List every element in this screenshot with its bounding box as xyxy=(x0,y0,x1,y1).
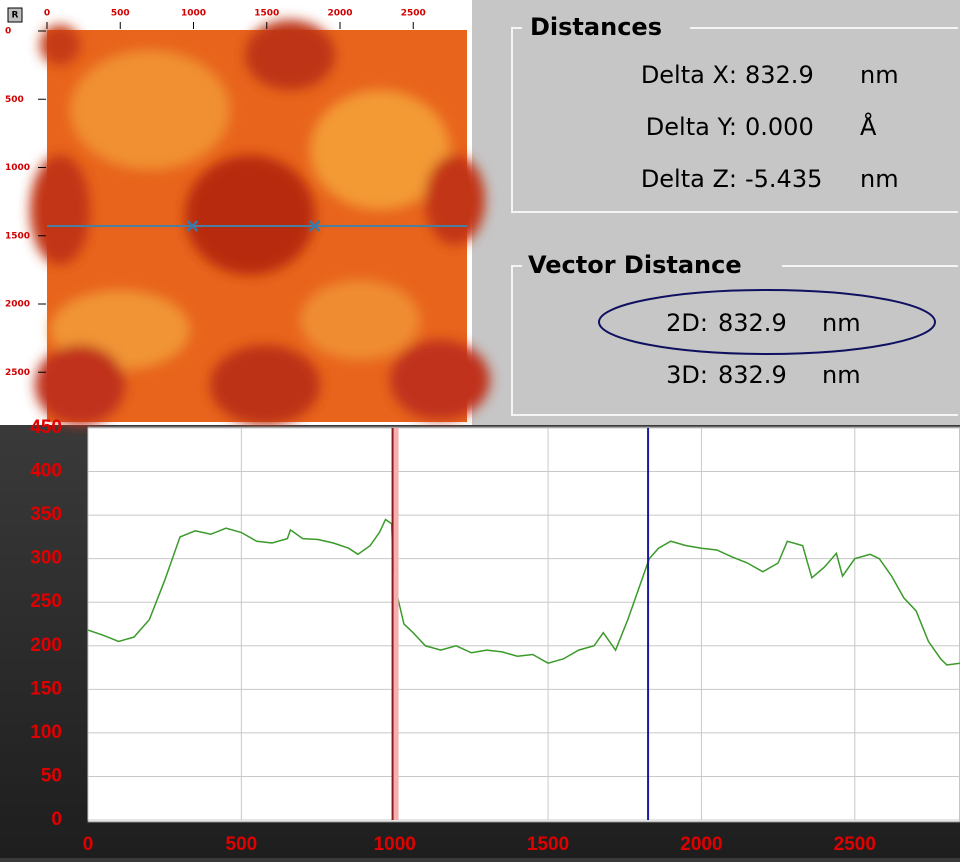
toolbar-button-label[interactable]: R xyxy=(12,11,19,21)
plot-area xyxy=(88,427,960,822)
row-value: 832.9 xyxy=(745,61,814,89)
image-y-tick-label: 2000 xyxy=(5,300,30,310)
row-unit: nm xyxy=(860,61,899,89)
y-tick-label: 300 xyxy=(30,548,62,569)
image-y-tick-label: 1500 xyxy=(5,231,30,241)
x-tick-label: 2500 xyxy=(834,834,876,855)
row-label: Delta Z: xyxy=(641,165,737,193)
afm-image xyxy=(30,20,490,425)
y-tick-label: 450 xyxy=(30,417,62,438)
image-x-tick-label: 2500 xyxy=(401,9,426,19)
image-y-tick-label: 2500 xyxy=(5,368,30,378)
image-y-tick-label: 500 xyxy=(5,95,24,105)
row-value: -5.435 xyxy=(745,165,822,193)
image-y-tick-label: 1000 xyxy=(5,163,30,173)
y-tick-label: 250 xyxy=(30,591,62,612)
image-x-tick-label: 2000 xyxy=(327,9,352,19)
image-x-tick-label: 1000 xyxy=(181,9,206,19)
image-x-tick-label: 500 xyxy=(111,9,130,19)
group-title: Distances xyxy=(530,13,662,41)
row-label: Delta X: xyxy=(641,61,737,89)
page: R Distances Vector Distance 050010001500… xyxy=(0,0,960,858)
x-tick-label: 500 xyxy=(226,834,258,855)
x-tick-label: 0 xyxy=(83,834,94,855)
screen: R Distances Vector Distance 050010001500… xyxy=(0,0,960,858)
image-y-tick-label: 0 xyxy=(5,27,11,37)
y-tick-label: 400 xyxy=(30,461,62,482)
x-tick-label: 2000 xyxy=(680,834,722,855)
y-tick-label: 0 xyxy=(51,809,62,830)
row-value: 832.9 xyxy=(718,361,787,389)
image-x-tick-label: 1500 xyxy=(254,9,279,19)
cursor-band xyxy=(394,428,399,820)
y-tick-label: 100 xyxy=(30,722,62,743)
image-x-tick-label: 0 xyxy=(44,9,50,19)
x-tick-label: 1000 xyxy=(374,834,416,855)
y-tick-label: 200 xyxy=(30,635,62,656)
row-value: 832.9 xyxy=(718,309,787,337)
row-value: 0.000 xyxy=(745,113,814,141)
row-label: Delta Y: xyxy=(646,113,737,141)
group-title: Vector Distance xyxy=(528,251,742,279)
row-label: 2D: xyxy=(666,309,708,337)
row-unit: nm xyxy=(822,361,861,389)
row-unit: nm xyxy=(860,165,899,193)
row-unit: Å xyxy=(860,112,877,141)
x-tick-label: 1500 xyxy=(527,834,569,855)
row-unit: nm xyxy=(822,309,861,337)
y-tick-label: 150 xyxy=(30,678,62,699)
y-tick-label: 50 xyxy=(41,765,62,786)
y-tick-label: 350 xyxy=(30,504,62,525)
row-label: 3D: xyxy=(666,361,708,389)
